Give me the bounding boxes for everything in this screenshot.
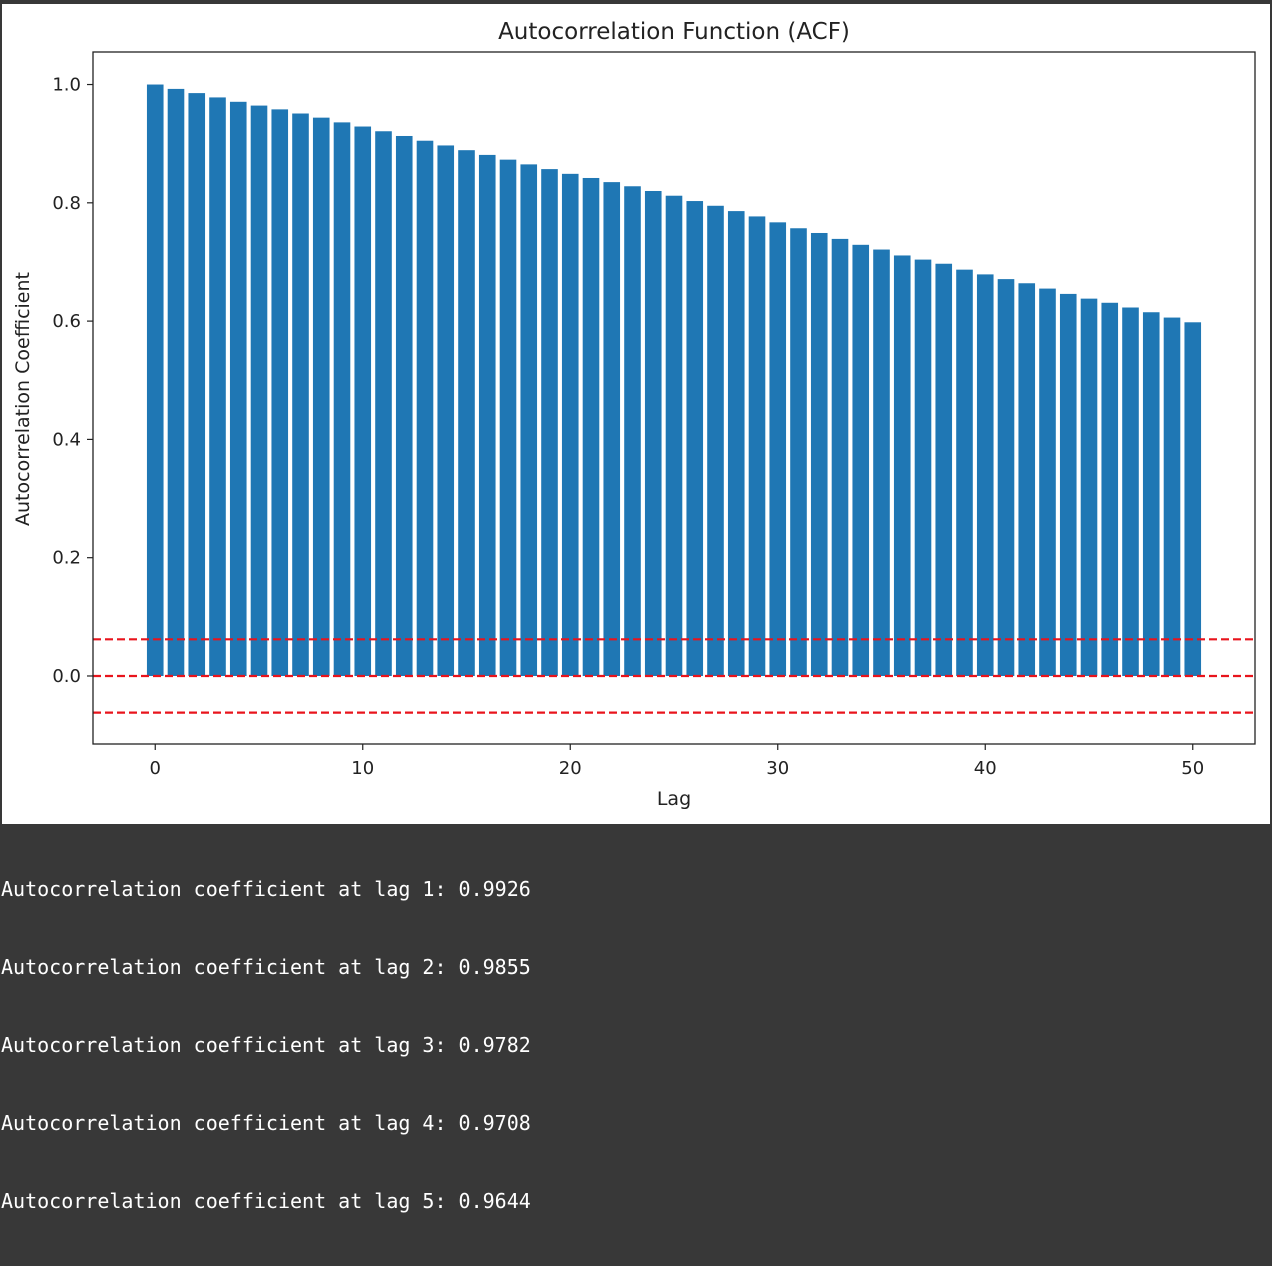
acf-bar	[146, 84, 164, 676]
y-tick-label: 0.2	[52, 548, 81, 569]
acf-bar	[250, 105, 268, 676]
y-axis-label: Autocorrelation Coefficient	[12, 272, 34, 526]
acf-bar	[209, 97, 226, 676]
acf-bar	[624, 186, 641, 676]
acf-bar	[707, 205, 724, 676]
acf-bar	[416, 140, 434, 676]
acf-bar	[312, 117, 330, 676]
acf-bar	[790, 228, 807, 676]
acf-bar	[976, 274, 994, 676]
acf-bar	[603, 182, 621, 676]
chart-title: Autocorrelation Function (ACF)	[498, 19, 850, 45]
x-tick-label: 40	[974, 758, 997, 779]
acf-bar	[686, 201, 704, 676]
notebook-output: Autocorrelation Function (ACF) 0 10 20 30 40…	[0, 4, 1272, 1213]
console-line: Autocorrelation coefficient at lag 4: 0.…	[1, 1111, 531, 1135]
acf-bar	[997, 279, 1015, 676]
acf-bar	[499, 159, 517, 676]
y-tick-label: 0.0	[52, 666, 81, 687]
acf-bar	[1142, 312, 1160, 676]
y-tick-label: 0.6	[52, 311, 81, 332]
acf-figure: Autocorrelation Function (ACF) 0 10 20 30 40…	[2, 4, 1270, 824]
acf-bar	[914, 259, 932, 676]
acf-bar	[354, 126, 372, 676]
acf-bar	[458, 150, 475, 676]
acf-bar	[935, 263, 953, 676]
acf-bar	[1122, 307, 1139, 676]
acf-bar	[1163, 317, 1181, 676]
y-tick-label: 1.0	[52, 75, 81, 96]
acf-bar	[561, 173, 579, 676]
acf-bar	[437, 145, 455, 676]
acf-bar	[769, 222, 787, 676]
console-line: Autocorrelation coefficient at lag 5: 0.…	[1, 1189, 531, 1213]
acf-bar	[852, 244, 870, 676]
x-axis-label: Lag	[657, 788, 691, 810]
acf-bar	[810, 232, 828, 676]
bars-layer	[146, 84, 1202, 676]
acf-bar	[873, 249, 890, 676]
acf-bar	[748, 216, 766, 676]
acf-bar	[167, 88, 185, 676]
acf-bar	[1184, 322, 1202, 676]
y-tick-label: 0.8	[52, 193, 81, 214]
console-line: Autocorrelation coefficient at lag 1: 0.…	[1, 877, 531, 901]
acf-bar	[541, 169, 558, 676]
acf-bar	[665, 195, 683, 676]
x-tick-label: 20	[559, 758, 582, 779]
acf-bar	[1039, 288, 1056, 676]
acf-bar	[956, 269, 973, 676]
acf-bar	[478, 154, 496, 676]
acf-bar	[292, 113, 309, 676]
acf-bar	[375, 131, 392, 676]
x-tick-label: 10	[351, 758, 374, 779]
acf-bar	[831, 238, 849, 676]
acf-bar	[582, 177, 600, 676]
acf-bar	[1101, 302, 1119, 676]
x-tick-label: 50	[1181, 758, 1204, 779]
acf-bar	[520, 164, 538, 676]
acf-bar	[644, 190, 662, 676]
acf-bar	[1018, 283, 1036, 676]
y-tick-label: 0.4	[52, 429, 81, 450]
acf-bar	[1080, 298, 1098, 676]
acf-bar	[271, 109, 289, 676]
x-axis-ticks: 0 10 20 30 40 50	[150, 744, 1204, 779]
console-output: Autocorrelation coefficient at lag 1: 0.…	[0, 824, 1272, 1213]
confidence-lines-layer	[93, 638, 1255, 714]
acf-bar	[893, 255, 911, 676]
console-line: Autocorrelation coefficient at lag 2: 0.…	[1, 955, 531, 979]
plot-frame	[92, 51, 1256, 745]
acf-chart: Autocorrelation Function (ACF) 0 10 20 30 40…	[12, 19, 1256, 810]
acf-bar	[395, 135, 413, 676]
acf-bar	[727, 211, 745, 676]
acf-bar	[229, 101, 247, 676]
acf-bar	[333, 122, 351, 676]
x-tick-label: 30	[766, 758, 789, 779]
console-line: Autocorrelation coefficient at lag 3: 0.…	[1, 1033, 531, 1057]
y-axis-ticks: 0.0 0.2 0.4 0.6 0.8 1.0	[52, 75, 93, 687]
x-tick-label: 0	[150, 758, 161, 779]
acf-bar	[1059, 293, 1077, 676]
acf-bar	[188, 93, 206, 676]
